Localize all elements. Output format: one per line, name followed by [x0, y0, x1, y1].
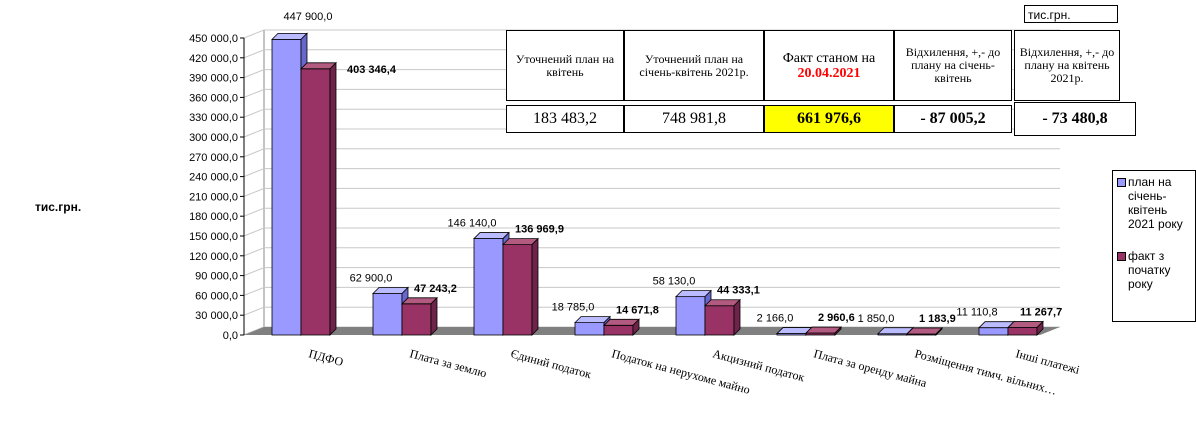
bar-fact-side: [329, 61, 337, 336]
summary-header-fact-text: Факт станом на: [782, 50, 876, 66]
data-label-fact: 47 243,2: [414, 283, 457, 295]
data-label-plan: 11 110,8: [956, 307, 997, 319]
bar-fact-side: [1036, 320, 1044, 336]
gridline: [243, 267, 1060, 277]
bar-plan: [574, 322, 605, 336]
data-label-plan: 62 900,0: [350, 272, 393, 284]
summary-value-deviation-jan-apr: - 87 005,2: [894, 105, 1012, 133]
y-tick-label: 150 000,0: [189, 231, 238, 243]
summary-header-deviation-jan-apr: Відхилення, +,- до плану на січень-квіте…: [894, 30, 1012, 101]
data-label-plan: 18 785,0: [552, 302, 595, 314]
legend: план на січень-квітень 2021 року факт з …: [1112, 170, 1196, 322]
x-category-label: Єдиний податок: [509, 346, 593, 381]
bar-plan: [473, 238, 504, 336]
y-tick-label: 90 000,0: [195, 271, 238, 283]
bar-fact-side: [531, 237, 539, 336]
legend-item-plan: план на січень-квітень 2021 року: [1117, 175, 1193, 231]
data-label-fact: 14 671,8: [616, 304, 659, 316]
y-tick-label: 60 000,0: [195, 290, 238, 302]
legend-label-fact: факт з початку року: [1128, 249, 1171, 291]
data-label-fact: 44 333,1: [717, 285, 760, 297]
y-tick-label: 390 000,0: [189, 73, 238, 85]
bar-fact: [1007, 327, 1038, 336]
data-label-fact: 2 960,6: [818, 312, 855, 324]
y-axis-unit-label: тис.грн.: [35, 200, 82, 214]
bar-fact: [603, 324, 634, 336]
legend-swatch-fact: [1117, 252, 1126, 261]
data-label-plan: 1 850,0: [858, 313, 895, 325]
data-label-plan: 58 130,0: [653, 276, 696, 288]
bar-fact-side: [733, 298, 741, 336]
legend-label-plan: план на січень-квітень 2021 року: [1128, 175, 1183, 231]
x-category-label: Інші платежі: [1014, 346, 1082, 377]
y-tick-label: 0,0: [223, 330, 238, 342]
y-tick-label: 210 000,0: [189, 191, 238, 203]
y-tick-label: 240 000,0: [189, 172, 238, 184]
y-tick-label: 330 000,0: [189, 112, 238, 124]
data-label-fact: 11 267,7: [1020, 307, 1062, 319]
bar-fact: [401, 303, 432, 336]
data-label-fact: 403 346,4: [347, 64, 397, 76]
y-tick-label: 180 000,0: [189, 211, 238, 223]
y-tick-label: 270 000,0: [189, 152, 238, 164]
gridline: [243, 168, 1060, 178]
gridline: [243, 286, 1060, 296]
bar-fact: [704, 305, 735, 336]
back-wall-edge: [243, 30, 265, 336]
bar-plan: [978, 327, 1009, 336]
y-tick-label: 300 000,0: [189, 132, 238, 144]
summary-value-deviation-april: - 73 480,8: [1014, 102, 1136, 136]
data-label-plan: 447 900,0: [284, 11, 333, 23]
data-label-fact: 136 969,9: [515, 224, 564, 236]
x-category-label: Плата за оренду майна: [812, 346, 929, 390]
data-label-plan: 2 166,0: [757, 313, 794, 325]
x-category-label: ПДФО: [307, 346, 345, 369]
summary-header-fact: Факт станом на 20.04.2021: [764, 30, 894, 101]
gridline: [243, 227, 1060, 237]
bar-fact: [300, 68, 331, 336]
y-tick-label: 360 000,0: [189, 92, 238, 104]
summary-value-fact: 661 976,6: [764, 105, 894, 133]
data-label-fact: 1 183,9: [919, 313, 956, 325]
bar-plan: [372, 293, 403, 336]
bar-fact-side: [935, 327, 943, 336]
gridline: [243, 187, 1060, 197]
legend-swatch-plan: [1117, 178, 1126, 187]
table-unit-label: тис.грн.: [1024, 5, 1118, 23]
summary-value-plan-april: 183 483,2: [506, 105, 624, 133]
summary-header-deviation-april: Відхилення, +,- до плану на квітень 2021…: [1014, 30, 1120, 101]
summary-header-plan-april: Уточнений план на квітень: [506, 30, 624, 101]
bar-fact-side: [834, 326, 842, 336]
chart-floor: [244, 327, 1060, 335]
gridline: [243, 148, 1060, 158]
x-category-label: Плата за землю: [408, 346, 488, 380]
y-tick-label: 120 000,0: [189, 251, 238, 263]
fact-date: 20.04.2021: [797, 65, 861, 81]
bar-fact: [502, 244, 533, 336]
gridline: [243, 207, 1060, 217]
y-tick-label: 420 000,0: [189, 53, 238, 65]
summary-value-plan-jan-apr: 748 981,8: [624, 105, 764, 133]
bar-plan: [271, 38, 302, 336]
bar-plan: [675, 296, 706, 336]
summary-header-plan-jan-apr: Уточнений план на січень-квітень 2021р.: [624, 30, 764, 101]
data-label-plan: 146 140,0: [448, 218, 497, 230]
bar-fact-side: [632, 318, 640, 336]
gridline: [243, 247, 1060, 257]
bar-fact-side: [430, 296, 438, 336]
y-tick-label: 450 000,0: [189, 33, 238, 45]
legend-item-fact: факт з початку року: [1117, 249, 1193, 291]
gridline: [243, 306, 1060, 316]
y-tick-label: 30 000,0: [195, 310, 238, 322]
